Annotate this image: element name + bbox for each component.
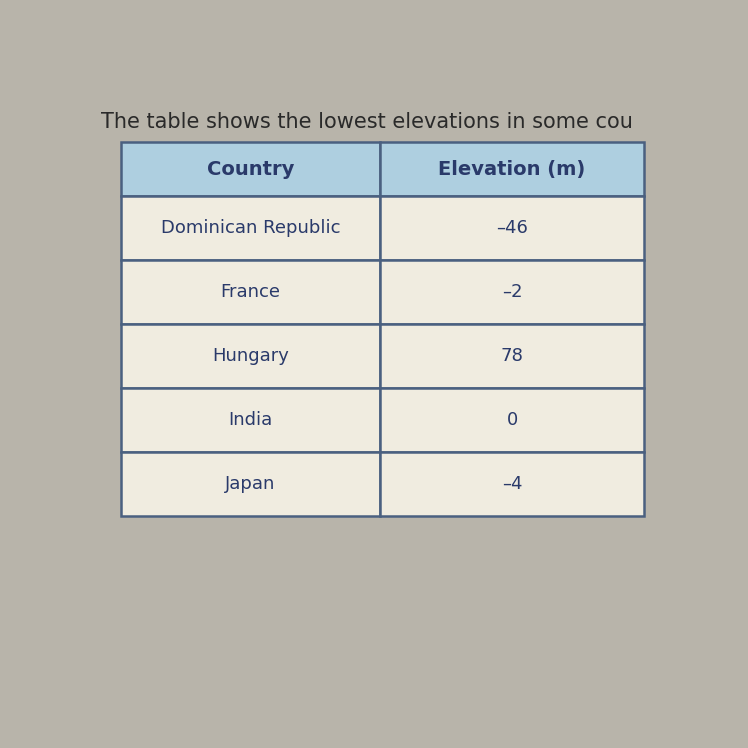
Text: 78: 78 <box>500 347 524 365</box>
Text: Country: Country <box>206 159 294 179</box>
FancyBboxPatch shape <box>380 452 644 515</box>
FancyBboxPatch shape <box>120 196 380 260</box>
FancyBboxPatch shape <box>380 196 644 260</box>
FancyBboxPatch shape <box>380 260 644 324</box>
Text: France: France <box>221 283 280 301</box>
FancyBboxPatch shape <box>380 387 644 452</box>
Text: –46: –46 <box>496 219 528 237</box>
Text: Japan: Japan <box>225 475 275 493</box>
Text: –2: –2 <box>502 283 522 301</box>
Text: The table shows the lowest elevations in some cou: The table shows the lowest elevations in… <box>101 112 633 132</box>
Text: Hungary: Hungary <box>212 347 289 365</box>
FancyBboxPatch shape <box>120 324 380 387</box>
FancyBboxPatch shape <box>380 324 644 387</box>
FancyBboxPatch shape <box>120 387 380 452</box>
Text: India: India <box>228 411 272 429</box>
Text: –4: –4 <box>502 475 522 493</box>
Text: 0: 0 <box>506 411 518 429</box>
FancyBboxPatch shape <box>120 142 380 196</box>
FancyBboxPatch shape <box>380 142 644 196</box>
FancyBboxPatch shape <box>120 452 380 515</box>
Text: Elevation (m): Elevation (m) <box>438 159 586 179</box>
Text: Dominican Republic: Dominican Republic <box>161 219 340 237</box>
FancyBboxPatch shape <box>120 260 380 324</box>
